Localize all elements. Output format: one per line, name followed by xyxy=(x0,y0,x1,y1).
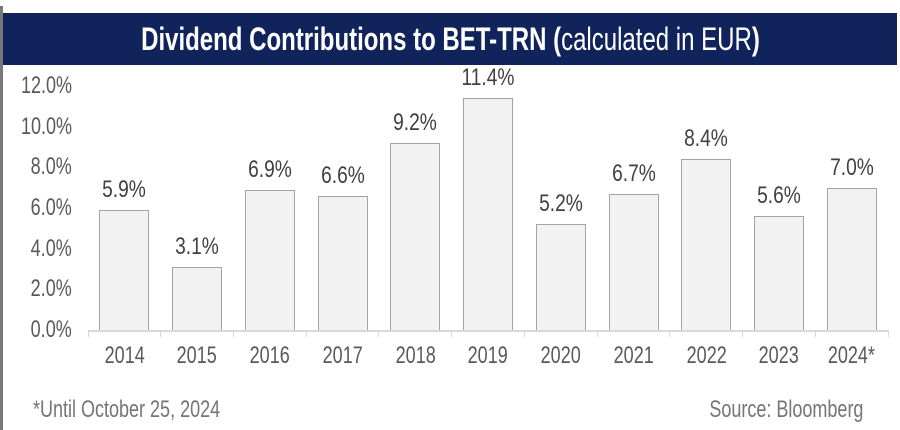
bar-value-label: 11.4% xyxy=(461,64,515,91)
bar-value-label: 6.6% xyxy=(320,162,365,189)
bar-group: 7.0% xyxy=(815,60,888,330)
bar-group: 8.4% xyxy=(670,60,743,330)
y-axis-tick-label: 2.0% xyxy=(30,275,72,303)
x-axis-labels: 2014 2015 2016 2017 2018 2019 2020 2021 2022 2023… xyxy=(88,344,888,368)
x-axis-label: 2015 xyxy=(177,342,218,369)
axis-tick xyxy=(596,330,598,337)
bar xyxy=(317,196,368,330)
bar xyxy=(753,216,804,330)
y-axis-tick-label: 6.0% xyxy=(30,194,72,221)
axis-tick xyxy=(742,330,744,337)
x-axis-label: 2019 xyxy=(468,342,509,369)
x-axis-line xyxy=(88,330,888,332)
bar-value-label: 6.7% xyxy=(611,160,656,187)
bar-group: 6.9% xyxy=(233,60,306,330)
bar-group: 9.2% xyxy=(379,60,452,330)
bar xyxy=(826,188,877,330)
x-axis-label: 2018 xyxy=(395,342,436,369)
bar-value-label: 6.9% xyxy=(247,156,292,183)
y-axis-tick-label: 12.0% xyxy=(20,72,72,99)
source-text: Source: Bloomberg xyxy=(708,396,863,423)
bar xyxy=(681,159,732,330)
footnote-text: *Until October 25, 2024 xyxy=(33,396,221,423)
chart-title-close-paren: ) xyxy=(751,20,760,57)
x-axis-label: 2023 xyxy=(758,342,799,369)
bar xyxy=(99,210,150,330)
axis-tick xyxy=(523,330,525,337)
axis-tick xyxy=(87,330,89,337)
left-border-line xyxy=(0,6,3,430)
x-axis-label: 2022 xyxy=(686,342,727,369)
chart-title-bold: Dividend Contributions to BET-TRN ( xyxy=(140,20,561,57)
bar xyxy=(390,143,441,330)
bar-value-label: 8.4% xyxy=(684,125,729,152)
bar xyxy=(608,194,659,330)
bar-value-label: 5.9% xyxy=(102,176,147,203)
bar-group: 6.6% xyxy=(306,60,379,330)
x-axis-label: 2016 xyxy=(249,342,290,369)
bar-group: 5.9% xyxy=(88,60,161,330)
chart-title-subtext: calculated in EUR xyxy=(560,20,752,57)
x-axis-label: 2017 xyxy=(322,342,363,369)
source-credit: Source: Bloomberg xyxy=(658,398,863,422)
bar xyxy=(172,267,223,330)
bar xyxy=(535,224,586,330)
plot-area: 5.9% 3.1% 6.9% 6.6% 9.2% 11.4% 5.2% 6.7% 8.4% 5.6… xyxy=(88,60,888,330)
bar-group: 3.1% xyxy=(161,60,234,330)
bar-value-label: 5.2% xyxy=(538,190,583,217)
y-axis-tick-label: 0.0% xyxy=(30,316,72,343)
x-axis-label: 2021 xyxy=(613,342,654,369)
y-axis-tick-label: 10.0% xyxy=(20,112,72,140)
chart-title-bar: Dividend Contributions to BET-TRN (calcu… xyxy=(3,13,897,65)
x-axis-label: 2014 xyxy=(104,342,145,369)
axis-tick xyxy=(378,330,380,337)
bar-group: 6.7% xyxy=(597,60,670,330)
x-axis-label: 2024* xyxy=(828,342,876,369)
axis-tick xyxy=(887,330,889,337)
bar-value-label: 3.1% xyxy=(175,233,219,260)
bar-value-label: 7.0% xyxy=(829,154,874,181)
bar xyxy=(463,98,514,330)
y-axis-tick-label: 8.0% xyxy=(30,153,72,181)
bar-value-label: 9.2% xyxy=(393,109,438,136)
axis-tick xyxy=(451,330,453,337)
bar-group: 5.6% xyxy=(743,60,816,330)
axis-tick xyxy=(232,330,234,337)
x-axis-label: 2020 xyxy=(540,342,581,369)
axis-tick xyxy=(160,330,162,337)
axis-tick xyxy=(669,330,671,337)
bar xyxy=(244,190,295,330)
bar-group: 5.2% xyxy=(524,60,597,330)
bar-value-label: 5.6% xyxy=(757,182,801,209)
chart-title: Dividend Contributions to BET-TRN (calcu… xyxy=(141,21,760,58)
bar-group: 11.4% xyxy=(452,60,525,330)
y-axis-tick-label: 4.0% xyxy=(30,234,72,262)
axis-tick xyxy=(814,330,816,337)
footnote: *Until October 25, 2024 xyxy=(33,398,282,422)
axis-tick xyxy=(305,330,307,337)
